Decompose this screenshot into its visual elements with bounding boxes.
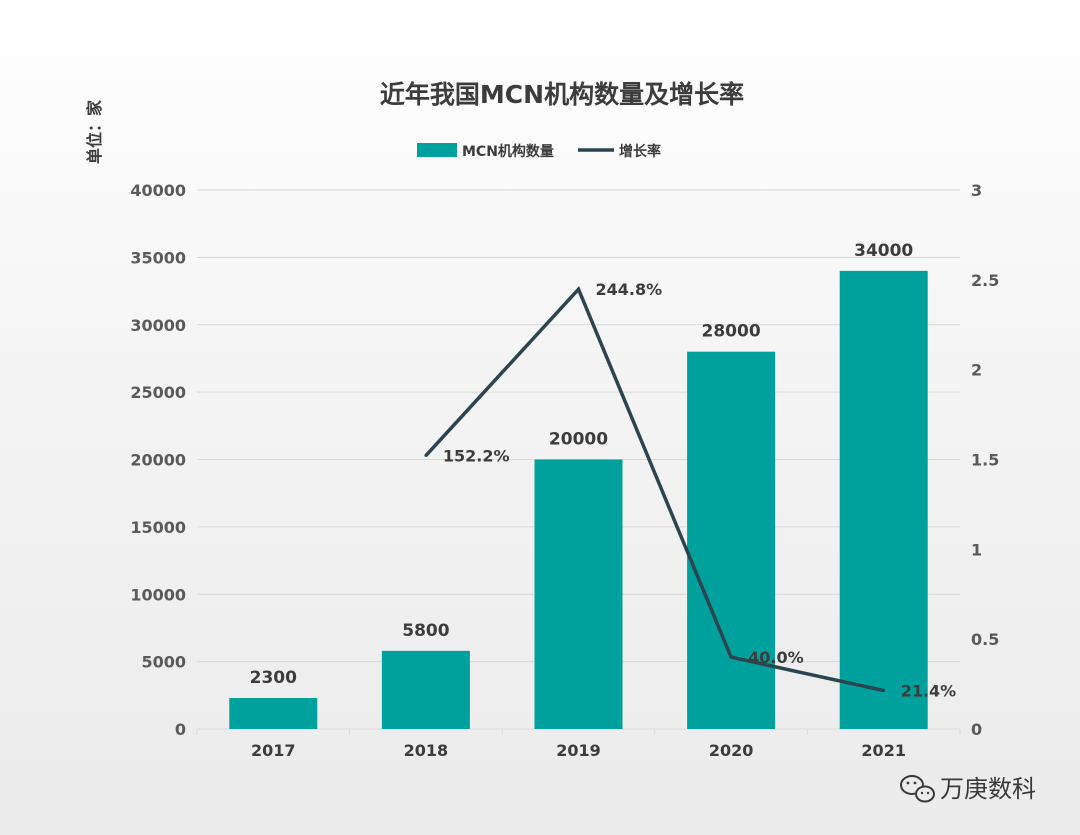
y-left-tick: 40000 [130,181,186,200]
rate-point [577,287,580,291]
bar-data-label: 28000 [702,322,761,342]
x-tick-label: 2020 [709,741,754,760]
y-left-tick: 10000 [130,585,186,604]
bar-data-label: 2300 [250,668,297,688]
watermark: 万庚数科 [900,775,1036,803]
bar [229,698,318,729]
x-tick-label: 2019 [556,741,601,760]
rate-data-label: 21.4% [901,682,957,701]
y-left-tick: 15000 [130,518,186,537]
watermark-text: 万庚数科 [940,775,1036,803]
y-right-tick: 1 [971,540,982,559]
y-left-tick: 0 [175,720,186,739]
legend-label-line: 增长率 [619,143,661,160]
x-tick-label: 2018 [404,741,449,760]
bar-labels: 2300 5800 20000 28000 34000 [250,241,914,688]
y-right-tick: 2.5 [971,271,999,290]
left-axis: 0 5000 10000 15000 20000 25000 30000 35000 40000 [130,181,186,739]
rate-point [424,454,428,458]
x-axis: 2017 2018 2019 2020 2021 [196,729,961,760]
x-tick-label: 2021 [861,741,906,760]
bar [839,270,928,729]
y-right-tick: 2 [971,361,982,380]
y-left-tick: 5000 [141,653,186,672]
y-right-tick: 0 [971,720,982,739]
y-right-tick: 3 [971,181,982,200]
rate-point [729,655,733,659]
unit-label: 单位：家 [85,99,104,164]
y-left-tick: 30000 [130,316,186,335]
x-tick-label: 2017 [251,741,296,760]
rate-data-label: 40.0% [748,648,804,667]
line-labels: 152.2% 244.8% 40.0% 21.4% [443,280,956,700]
y-right-tick: 0.5 [971,630,999,649]
bar [381,650,470,729]
y-left-tick: 25000 [130,383,186,402]
y-left-tick: 35000 [130,248,186,267]
rate-line [424,285,885,693]
wechat-icon [900,775,935,803]
bar-data-label: 34000 [854,241,913,261]
y-left-tick: 20000 [130,451,186,470]
rate-point [882,689,886,693]
bar [687,351,776,729]
bar-series [229,270,928,729]
rate-data-label: 244.8% [596,280,663,299]
bar-data-label: 5800 [402,621,449,641]
legend: MCN机构数量 增长率 [417,143,661,160]
y-right-tick: 1.5 [971,451,999,470]
line-series [424,285,886,693]
legend-swatch-bar [417,143,457,157]
right-axis: 0 0.5 1 1.5 2 2.5 3 [971,181,999,739]
rate-data-label: 152.2% [443,447,510,466]
legend-label-bar: MCN机构数量 [462,143,554,160]
bar-data-label: 20000 [549,430,608,450]
bar [534,459,623,729]
chart-title: 近年我国MCN机构数量及增长率 [380,80,744,109]
